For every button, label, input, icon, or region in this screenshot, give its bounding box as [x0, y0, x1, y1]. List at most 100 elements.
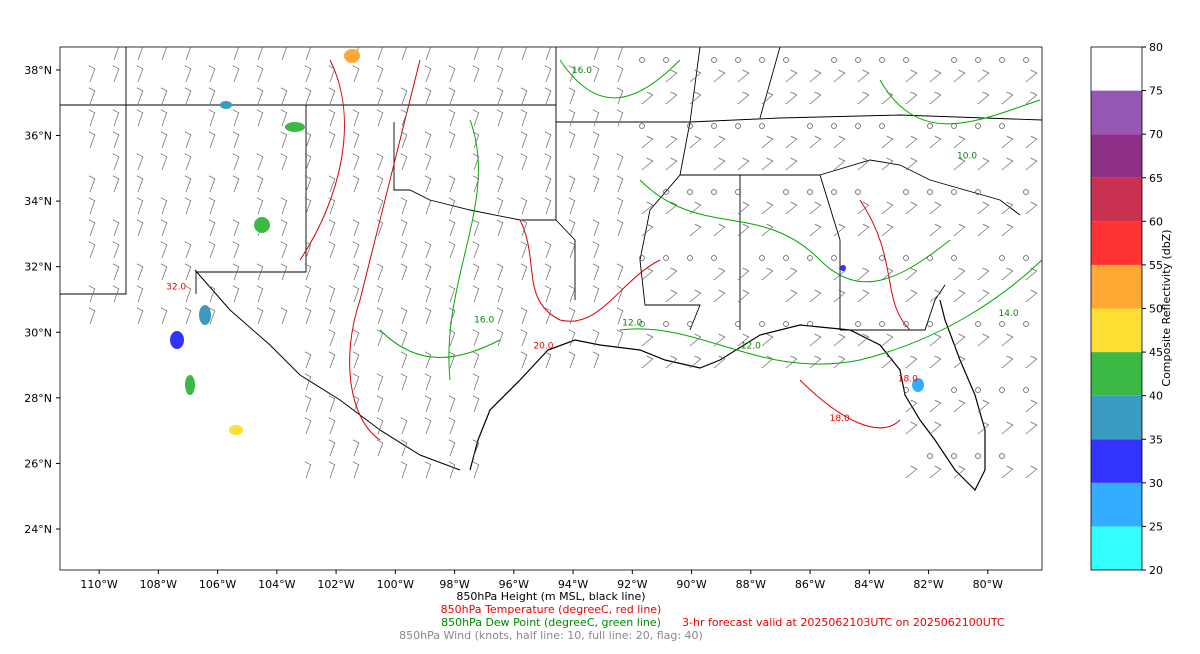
wind-barb	[88, 175, 96, 193]
wind-barb	[809, 223, 822, 237]
wind-barb	[737, 267, 750, 281]
contours	[299, 59, 1042, 441]
wind-barb	[136, 65, 144, 83]
wind-barb	[304, 461, 312, 479]
wind-barb	[689, 289, 702, 303]
wind-barb	[352, 461, 360, 479]
wind-barb	[785, 69, 798, 83]
calm-wind	[879, 123, 885, 129]
wind-barb	[641, 223, 654, 237]
wind-barb	[88, 131, 96, 149]
x-tick-label: 82°W	[913, 578, 943, 591]
wind-barb	[1001, 201, 1014, 215]
wind-barb	[304, 395, 312, 413]
wind-barb	[809, 201, 822, 215]
colorbar-tick-label: 40	[1149, 390, 1163, 403]
wind-barb	[136, 307, 144, 325]
wind-barb	[665, 157, 678, 171]
wind-barb	[497, 47, 504, 61]
wind-barb	[352, 109, 360, 127]
wind-barb	[160, 153, 168, 171]
wind-barb	[496, 87, 504, 105]
wind-barb	[304, 351, 312, 369]
wind-barb	[881, 223, 894, 237]
wind-barb	[905, 267, 918, 281]
wind-barb	[112, 219, 120, 237]
wind-barb	[328, 175, 336, 193]
colorbar-tick-label: 65	[1149, 172, 1163, 185]
wind-barb	[1025, 465, 1038, 479]
wind-barb	[424, 395, 432, 413]
wind-barb	[352, 65, 360, 83]
wind-barb	[881, 333, 894, 347]
wind-barb	[208, 219, 216, 237]
wind-barb	[929, 135, 942, 149]
contour-labels: 16.0 16.0 20.0 12.0 12.0 18.0 10.0 14.0 18.0 32.0	[166, 66, 1019, 424]
contour-label: 20.0	[533, 342, 553, 352]
wind-barb	[184, 87, 192, 105]
wind-barb	[400, 373, 408, 391]
wind-barb	[737, 223, 750, 237]
caption: 3-hr forecast valid at 2025062103UTC on …	[682, 616, 1005, 629]
wind-barb	[472, 175, 480, 193]
wind-barb	[953, 135, 966, 149]
wind-barb	[665, 91, 678, 105]
wind-barb	[184, 153, 192, 171]
wind-barb	[953, 157, 966, 171]
wind-barb	[256, 87, 264, 105]
wind-barb	[280, 263, 288, 281]
wind-barb	[88, 219, 96, 237]
wind-barb	[208, 65, 216, 83]
wind-barb	[857, 157, 870, 171]
wind-barb	[376, 175, 384, 193]
wind-barb	[665, 69, 678, 83]
wind-barb	[544, 241, 552, 259]
wind-barb	[761, 223, 774, 237]
wind-barb	[160, 197, 168, 215]
wind-barb	[689, 69, 702, 83]
wind-barb	[857, 69, 870, 83]
wind-barb	[424, 175, 432, 193]
wind-barb	[400, 241, 408, 259]
wind-barb	[448, 395, 456, 413]
calm-wind	[759, 57, 765, 63]
wind-barb	[929, 223, 942, 237]
wind-barb	[400, 439, 408, 457]
wind-barb	[400, 307, 408, 325]
wind-barb	[833, 135, 846, 149]
wind-barb	[544, 153, 552, 171]
calm-wind	[639, 321, 645, 327]
wind-barb	[160, 87, 168, 105]
calm-wind	[879, 321, 885, 327]
wind-barb	[448, 87, 456, 105]
wind-barb	[328, 109, 336, 127]
wind-barb	[713, 289, 726, 303]
calm-wind	[975, 123, 981, 129]
colorbar-segment	[1091, 134, 1142, 178]
calm-wind	[711, 57, 717, 63]
calm-wind	[783, 255, 789, 261]
colorbar-tick-label: 20	[1149, 564, 1163, 577]
wind-barb	[256, 175, 264, 193]
wind-barb	[352, 439, 360, 457]
wind-barb	[328, 395, 336, 413]
wind-barb	[376, 197, 384, 215]
wind-barb	[953, 223, 966, 237]
calm-wind	[663, 321, 669, 327]
calm-wind	[975, 57, 981, 63]
wind-barb	[833, 69, 846, 83]
wind-barb	[977, 267, 990, 281]
wind-barb	[953, 289, 966, 303]
wind-barb	[400, 329, 408, 347]
wind-barb	[400, 109, 408, 127]
calm-wind	[639, 57, 645, 63]
wind-barb	[448, 109, 456, 127]
wind-barb	[568, 131, 576, 149]
wind-barb	[929, 333, 942, 347]
wind-barb	[232, 219, 240, 237]
wind-barb	[785, 289, 798, 303]
wind-barb	[400, 461, 408, 479]
wind-barb	[496, 109, 504, 127]
calm-wind	[687, 189, 693, 195]
wind-barb	[520, 109, 528, 127]
